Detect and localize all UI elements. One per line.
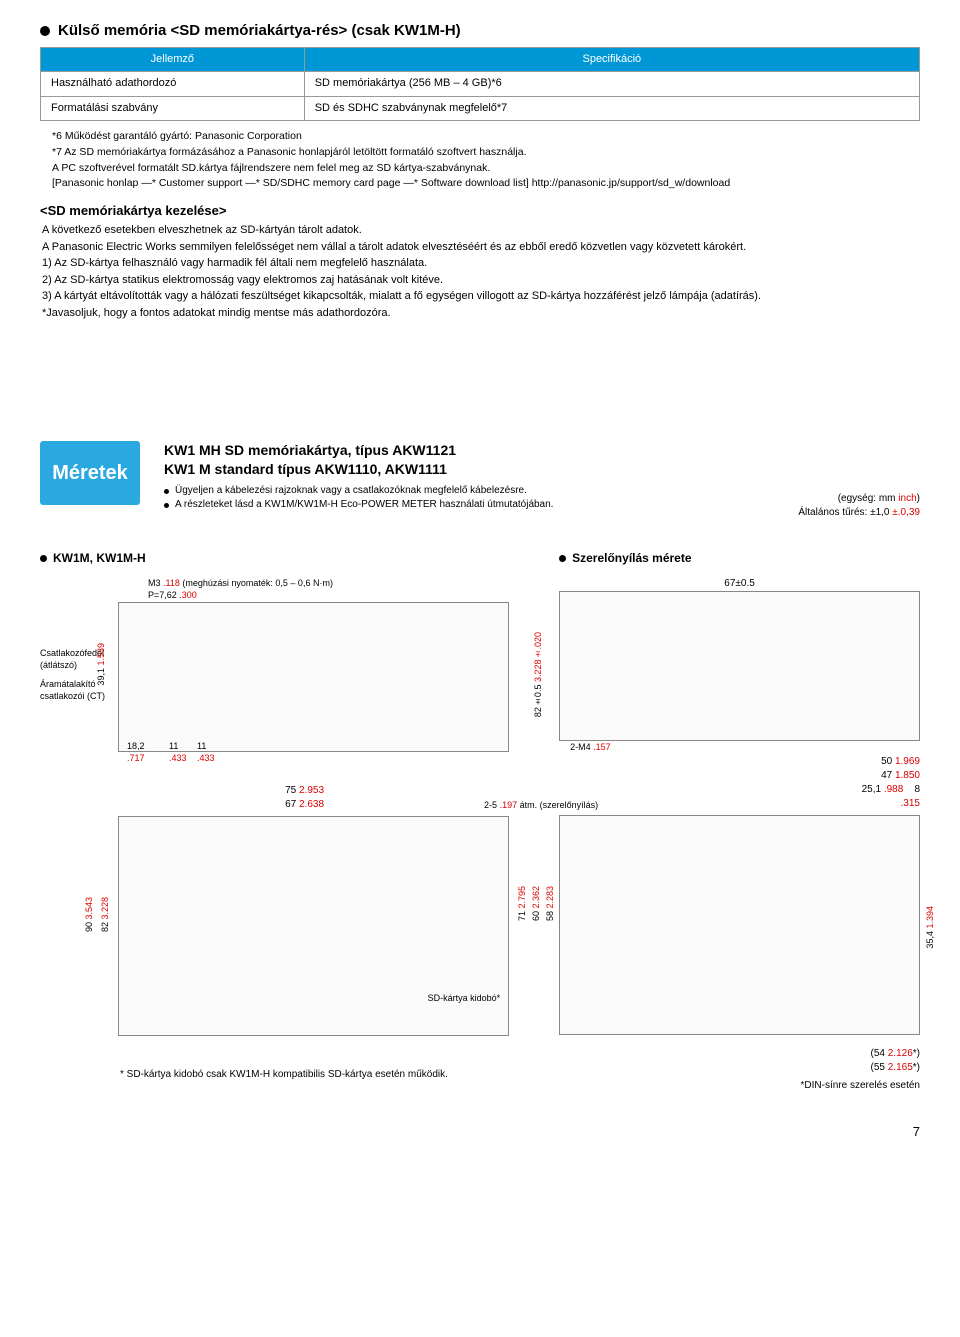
spec-cell: Használható adathordozó [41,72,305,96]
dims-head-2: KW1 M standard típus AKW1110, AKW1111 [164,460,920,478]
front-view: 90 3.543 82 3.228 2-5 .197 átm. (szerelő… [118,816,509,1036]
handling-line: 3) A kártyát eltávolították vagy a hálóz… [42,288,920,305]
footnote: A PC szoftverével formatált SD.kártya fá… [52,161,920,177]
footnote: *7 Az SD memóriakártya formázásához a Pa… [52,145,920,161]
dims-note: Ügyeljen a kábelezési rajzoknak vagy a c… [175,484,527,498]
top-view: 39,1 1.539 18,2.717 11.433 11.433 [118,602,509,752]
side-view: 71 2.795 60 2.362 58 2.283 35,4 1.394 [559,815,920,1035]
bullet-icon [40,26,50,36]
spec-table: Jellemző Specifikáció Használható adatho… [40,47,920,121]
handling-line: 1) Az SD-kártya felhasználó vagy harmadi… [42,255,920,272]
spec-cell: SD és SDHC szabványnak megfelelő*7 [304,96,919,120]
left-drawing-title: KW1M, KW1M-H [40,550,509,567]
handling-line: A következő esetekben elveszhetnek az SD… [42,222,920,239]
spec-cell: Formatálási szabvány [41,96,305,120]
dimensions-badge: Méretek [40,441,140,505]
bullet-icon [164,489,169,494]
footnote: *6 Működést garantáló gyártó: Panasonic … [52,129,920,145]
spec-header-0: Jellemző [41,48,305,72]
dims-head-1: KW1 MH SD memóriakártya, típus AKW1121 [164,441,920,459]
spec-cell: SD memóriakártya (256 MB – 4 GB)*6 [304,72,919,96]
section-title: Külső memória <SD memóriakártya-rés> (cs… [40,20,920,41]
page-number: 7 [40,1123,920,1141]
section-title-text: Külső memória <SD memóriakártya-rés> (cs… [58,20,461,41]
dims-note: A részleteket lásd a KW1M/KW1M-H Eco-POW… [175,498,553,512]
cutout-view: 82±0.5 3.228±.020 2-M4 .157 [559,591,920,741]
din-note: *DIN-sínre szerelés esetén [559,1079,920,1093]
dimensions-header: Méretek KW1 MH SD memóriakártya, típus A… [40,441,920,511]
bottom-note: * SD-kártya kidobó csak KW1M-H kompatibi… [120,1068,509,1082]
handling-line: 2) Az SD-kártya statikus elektromosság v… [42,272,920,289]
bullet-icon [40,555,47,562]
bullet-icon [164,503,169,508]
right-drawing-title: Szerelőnyílás mérete [559,550,920,567]
spec-header-1: Specifikáció [304,48,919,72]
footnotes: *6 Működést garantáló gyártó: Panasonic … [52,129,920,192]
handling-body: A következő esetekben elveszhetnek az SD… [42,222,920,321]
bullet-icon [559,555,566,562]
handling-line: A Panasonic Electric Works semmilyen fel… [42,239,920,256]
drawings-area: KW1M, KW1M-H Csatlakozófedél (átlátszó) … [40,550,920,1093]
sd-ejector-label: SD-kártya kidobó* [428,992,501,1005]
handling-title: <SD memóriakártya kezelése> [40,202,920,220]
handling-line: *Javasoljuk, hogy a fontos adatokat mind… [42,305,920,322]
footnote: [Panasonic honlap —* Customer support —*… [52,176,920,192]
